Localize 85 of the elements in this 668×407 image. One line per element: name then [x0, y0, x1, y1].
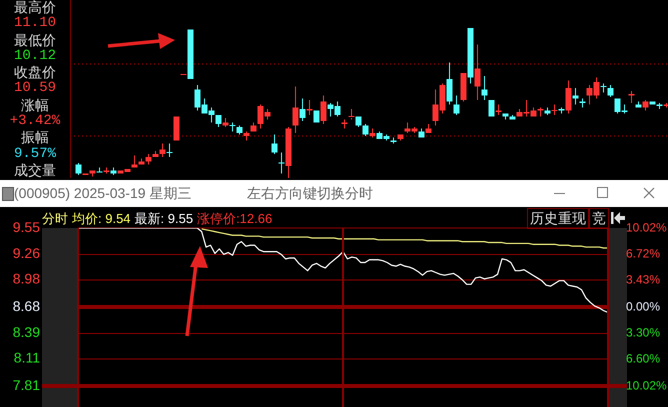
candlestick — [502, 114, 508, 120]
candlestick — [628, 90, 634, 104]
candlestick — [426, 124, 432, 133]
candlestick — [356, 116, 362, 128]
text: 最新: 9.55 — [134, 211, 194, 226]
chart-title: (000905) 2025-03-19 星期三 — [14, 185, 192, 203]
y2-tick-label: 6.72% — [626, 246, 660, 260]
candlestick — [104, 167, 110, 174]
text: 最高价 — [14, 0, 56, 15]
y-tick-label: 8.68 — [12, 298, 40, 314]
y-tick-label: 8.11 — [14, 350, 40, 366]
y2-tick-label: 0.00% — [626, 299, 660, 314]
text: 均价: 9.54 — [72, 211, 131, 226]
candlestick — [250, 122, 256, 132]
candlestick — [236, 125, 242, 135]
candlestick — [496, 104, 502, 116]
candlestick — [572, 88, 578, 105]
candlestick — [446, 62, 452, 105]
text: 竞 — [589, 208, 609, 229]
y-tick-label: 9.26 — [12, 245, 40, 262]
candlestick — [90, 170, 96, 177]
candlestick — [160, 143, 166, 158]
candlestick — [292, 86, 298, 134]
text: 10.59 — [14, 80, 56, 96]
candlestick — [418, 128, 424, 138]
candlestick — [306, 100, 312, 116]
candlestick — [544, 107, 550, 116]
text: +3.42% — [10, 113, 60, 130]
y2-tick-label: 6.60% — [626, 351, 660, 366]
candlestick — [390, 137, 396, 144]
candlestick — [642, 100, 648, 111]
candlestick — [76, 162, 82, 176]
candlestick — [566, 80, 572, 114]
candlestick — [398, 134, 404, 141]
text: 11.10 — [14, 15, 56, 32]
candlestick — [468, 28, 474, 84]
candlestick — [558, 107, 564, 114]
text: 涨幅 — [21, 96, 49, 113]
candlestick — [482, 76, 488, 100]
candlestick — [580, 98, 586, 108]
text: 分时 — [42, 211, 68, 226]
candlestick — [510, 114, 516, 120]
text: 9.57% — [14, 146, 56, 162]
candlestick — [286, 126, 292, 178]
candlestick — [348, 108, 355, 120]
candlestick — [320, 95, 326, 124]
candlestick — [551, 104, 558, 116]
y-tick-label: 9.55 — [12, 218, 40, 235]
candlestick — [474, 44, 480, 100]
candlestick — [278, 152, 285, 174]
y2-tick-label: 10.02% — [626, 378, 668, 392]
candlestick — [244, 131, 250, 141]
candlestick — [460, 73, 466, 102]
y2-tick-label: 3.43% — [626, 272, 660, 286]
text: 10.12 — [14, 48, 56, 64]
candlestick — [362, 124, 368, 136]
candlestick — [656, 102, 662, 110]
text: 振幅 — [21, 129, 49, 146]
candlestick — [216, 115, 222, 128]
candlestick — [110, 167, 116, 176]
candlestick — [138, 158, 144, 164]
y-tick-label: 8.39 — [12, 324, 40, 340]
candlestick — [152, 150, 158, 157]
text: 涨停价:12.66 — [197, 211, 272, 226]
candlestick — [222, 118, 228, 128]
text: 历史重现 — [527, 208, 589, 229]
y-tick-label: 7.81 — [12, 376, 40, 393]
text: 收盘价 — [14, 64, 56, 80]
candlestick — [300, 98, 306, 122]
y2-tick-label: 3.30% — [626, 325, 660, 340]
candlestick — [272, 134, 278, 154]
candlestick — [166, 143, 173, 158]
candlestick — [370, 128, 376, 138]
chart-subtitle: 左右方向键切换分时 — [247, 185, 373, 203]
text: 成交量 — [14, 162, 56, 178]
candlestick — [132, 155, 138, 168]
candlestick — [608, 84, 614, 98]
candlestick — [538, 107, 544, 117]
y-tick-label: 8.98 — [12, 270, 40, 287]
candlestick — [342, 119, 348, 129]
candlestick — [454, 95, 460, 116]
candlestick — [146, 154, 152, 165]
candlestick — [636, 101, 642, 108]
y2-tick-label: 10.02% — [626, 220, 668, 234]
text: 最低价 — [14, 32, 56, 48]
